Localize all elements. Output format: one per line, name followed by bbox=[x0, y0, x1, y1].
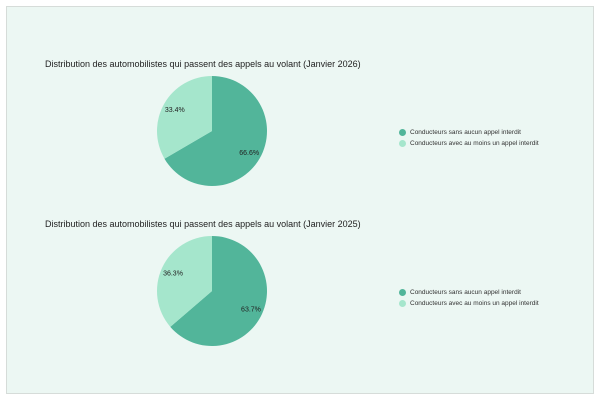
chart-title: Distribution des automobilistes qui pass… bbox=[45, 59, 361, 69]
chart-panel: Distribution des automobilistes qui pass… bbox=[6, 6, 594, 394]
legend-swatch bbox=[399, 140, 406, 147]
slice-data-label: 36.3% bbox=[163, 271, 183, 278]
pie-slice-no-call bbox=[170, 236, 267, 346]
slice-data-label: 33.4% bbox=[165, 107, 185, 114]
legend: Conducteurs sans aucun appel interdit Co… bbox=[399, 127, 539, 149]
legend: Conducteurs sans aucun appel interdit Co… bbox=[399, 287, 539, 309]
pie-slice-with-call bbox=[157, 236, 212, 327]
slice-data-label: 66.6% bbox=[239, 150, 259, 157]
legend-label: Conducteurs sans aucun appel interdit bbox=[410, 289, 521, 296]
legend-item-no-call: Conducteurs sans aucun appel interdit bbox=[399, 127, 539, 138]
pie-svg: 66.6% 33.4% bbox=[157, 76, 267, 186]
pie-slice-with-call bbox=[157, 76, 212, 159]
legend-item-with-call: Conducteurs avec au moins un appel inter… bbox=[399, 138, 539, 149]
legend-swatch bbox=[399, 300, 406, 307]
legend-label: Conducteurs sans aucun appel interdit bbox=[410, 129, 521, 136]
chart-title: Distribution des automobilistes qui pass… bbox=[45, 219, 361, 229]
legend-label: Conducteurs avec au moins un appel inter… bbox=[410, 140, 539, 147]
legend-label: Conducteurs avec au moins un appel inter… bbox=[410, 300, 539, 307]
legend-swatch bbox=[399, 129, 406, 136]
slice-data-label: 63.7% bbox=[241, 306, 261, 313]
legend-swatch bbox=[399, 289, 406, 296]
legend-item-with-call: Conducteurs avec au moins un appel inter… bbox=[399, 298, 539, 309]
pie-svg: 63.7% 36.3% bbox=[157, 236, 267, 346]
legend-item-no-call: Conducteurs sans aucun appel interdit bbox=[399, 287, 539, 298]
pie-slice-no-call bbox=[164, 76, 267, 186]
